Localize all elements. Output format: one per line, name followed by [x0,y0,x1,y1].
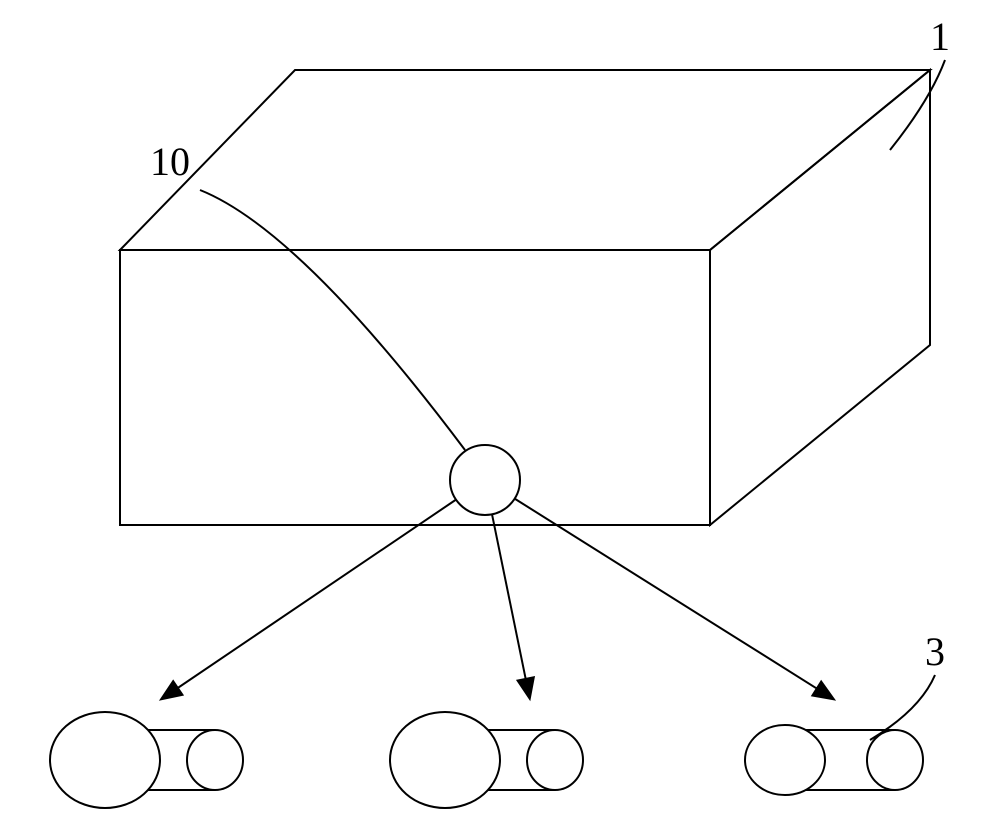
front-hole [450,445,520,515]
arrows [160,499,835,700]
diagram-canvas: 1 10 3 [0,0,1000,833]
arrowhead-2 [812,681,835,700]
label-text-cyl: 3 [925,629,945,674]
cylinder-0 [50,712,243,808]
cylinder-1 [390,712,583,808]
label-hole: 10 [150,139,465,450]
arrow-0 [162,500,456,699]
label-box: 1 [890,14,950,150]
cylinder-2 [745,725,923,795]
arrowhead-1 [517,677,535,700]
arrow-1 [492,514,530,698]
label-text-hole: 10 [150,139,190,184]
arrow-2 [515,499,834,699]
cylinders [50,712,923,808]
box-3d [120,70,930,525]
arrowhead-0 [160,680,183,700]
label-cyl: 3 [870,629,945,740]
label-text-box: 1 [930,14,950,59]
